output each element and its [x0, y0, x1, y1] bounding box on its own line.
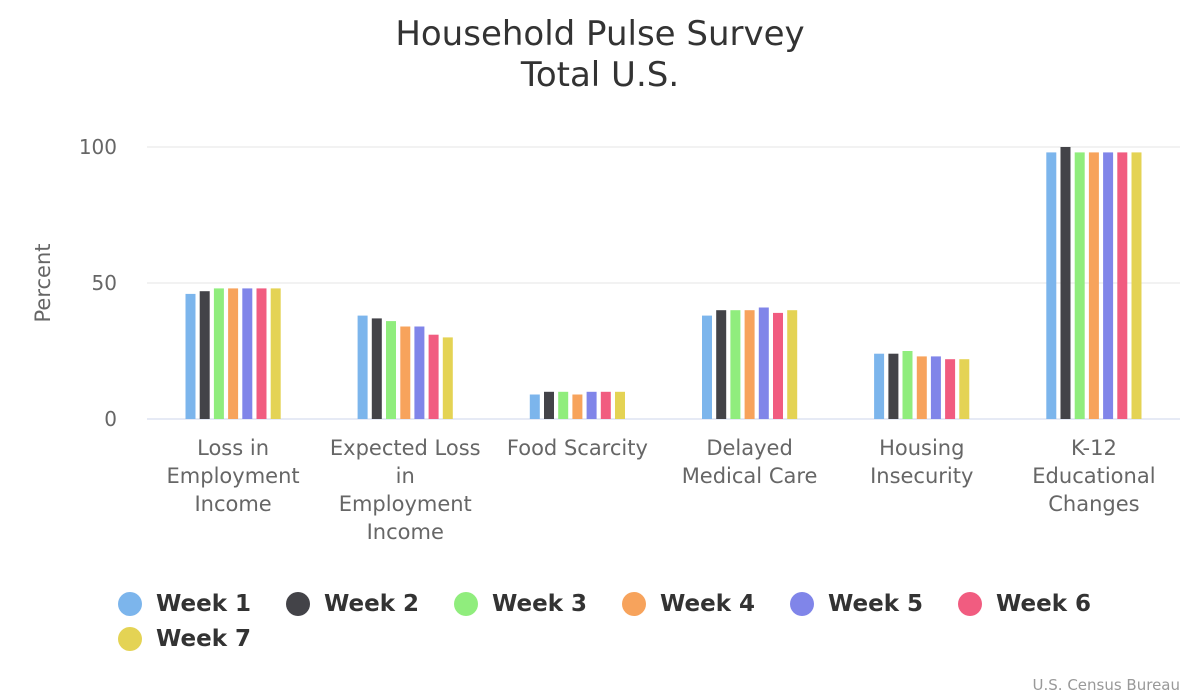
legend-item-week-7[interactable]: Week 7: [118, 621, 286, 656]
bar[interactable]: Week 2: 10: [544, 391, 554, 419]
legend-swatch-week-7: [118, 626, 142, 651]
bar[interactable]: Week 2: 24: [888, 353, 899, 419]
x-tick-label: Housing Insecurity: [870, 436, 973, 488]
chart-title-line-1: Household Pulse Survey: [395, 14, 805, 54]
legend-label: Week 1: [156, 590, 252, 617]
bar[interactable]: Week 6: 22: [945, 359, 956, 419]
legend-item-week-1[interactable]: Week 1: [118, 586, 286, 621]
bar[interactable]: Week 1: 24: [874, 353, 885, 419]
legend-swatch-week-5: [790, 591, 814, 616]
bar[interactable]: Week 1: 38: [357, 315, 368, 419]
bar[interactable]: Week 7: 40: [787, 310, 798, 419]
legend-swatch-week-1: [118, 591, 142, 616]
legend-label: Week 7: [156, 625, 252, 652]
bar[interactable]: Week 7: 10: [615, 391, 625, 419]
bar-chart: 050100PercentWeek 1: 46Week 2: 47Week 3:…: [31, 135, 1180, 544]
legend-swatch-week-4: [622, 591, 646, 616]
bar[interactable]: Week 7: 30: [442, 337, 453, 419]
y-tick-label: 0: [104, 407, 117, 431]
legend-label: Week 3: [492, 590, 588, 617]
credits-link[interactable]: U.S. Census Bureau: [1032, 676, 1180, 694]
legend-label: Week 5: [828, 590, 924, 617]
legend-label: Week 2: [324, 590, 420, 617]
bar[interactable]: Week 5: 41: [758, 307, 769, 420]
chart-title: Household Pulse Survey Total U.S.: [0, 14, 1200, 96]
legend-label: Week 6: [996, 590, 1092, 617]
bar[interactable]: Week 4: 98: [1088, 152, 1099, 419]
chart-title-line-2: Total U.S.: [520, 55, 680, 95]
bar[interactable]: Week 4: 48: [228, 288, 239, 419]
bar[interactable]: Week 3: 98: [1074, 152, 1085, 419]
bar[interactable]: Week 7: 22: [959, 359, 970, 419]
bar[interactable]: Week 7: 48: [270, 288, 281, 419]
bar[interactable]: Week 1: 9: [529, 394, 540, 420]
bar[interactable]: Week 3: 40: [730, 310, 741, 419]
bar[interactable]: Week 1: 46: [185, 293, 196, 419]
bar[interactable]: Week 6: 98: [1117, 152, 1128, 419]
bar[interactable]: Week 5: 10: [586, 391, 597, 419]
bar[interactable]: Week 6: 48: [256, 288, 267, 419]
bar[interactable]: Week 5: 98: [1103, 152, 1114, 419]
bar[interactable]: Week 2: 100: [1060, 147, 1071, 419]
legend-item-week-6[interactable]: Week 6: [958, 586, 1126, 621]
bar[interactable]: Week 3: 36: [386, 321, 396, 419]
x-tick-label: K-12 Educational Changes: [1032, 436, 1155, 516]
y-tick-label: 100: [79, 135, 117, 159]
legend-label: Week 4: [660, 590, 756, 617]
bar[interactable]: Week 1: 38: [702, 315, 712, 419]
bar[interactable]: Week 6: 31: [428, 334, 439, 419]
bar[interactable]: Week 7: 98: [1131, 152, 1142, 419]
x-tick-label: Food Scarcity: [507, 436, 648, 460]
bar[interactable]: Week 4: 40: [744, 310, 755, 419]
bar[interactable]: Week 2: 37: [371, 318, 382, 419]
legend-item-week-2[interactable]: Week 2: [286, 586, 454, 621]
bar[interactable]: Week 4: 23: [916, 356, 927, 419]
bar[interactable]: Week 5: 34: [414, 326, 425, 420]
legend-swatch-week-6: [958, 591, 982, 616]
x-tick-label: Loss in Employment Income: [167, 436, 300, 516]
y-tick-label: 50: [92, 271, 117, 295]
y-axis-title: Percent: [31, 243, 55, 322]
legend-item-week-4[interactable]: Week 4: [622, 586, 790, 621]
bar[interactable]: Week 2: 47: [199, 291, 210, 419]
bar[interactable]: Week 4: 9: [572, 394, 583, 420]
bar[interactable]: Week 5: 23: [930, 356, 941, 419]
bar[interactable]: Week 3: 10: [558, 391, 569, 419]
bar[interactable]: Week 6: 10: [600, 391, 611, 419]
bar[interactable]: Week 3: 25: [902, 351, 913, 419]
bar[interactable]: Week 4: 34: [400, 326, 411, 420]
legend-item-week-3[interactable]: Week 3: [454, 586, 622, 621]
legend-item-week-5[interactable]: Week 5: [790, 586, 958, 621]
bar[interactable]: Week 1: 98: [1046, 152, 1057, 419]
legend-swatch-week-2: [286, 591, 310, 616]
bar[interactable]: Week 2: 40: [716, 310, 727, 419]
legend: Week 1 Week 2 Week 3 Week 4 Week 5 Week …: [118, 586, 1128, 656]
x-tick-label: Expected Loss in Employment Income: [330, 436, 481, 544]
bar[interactable]: Week 5: 48: [242, 288, 253, 419]
legend-swatch-week-3: [454, 591, 478, 616]
x-tick-label: Delayed Medical Care: [682, 436, 818, 488]
bar[interactable]: Week 3: 48: [213, 288, 224, 419]
bar[interactable]: Week 6: 39: [773, 312, 783, 419]
